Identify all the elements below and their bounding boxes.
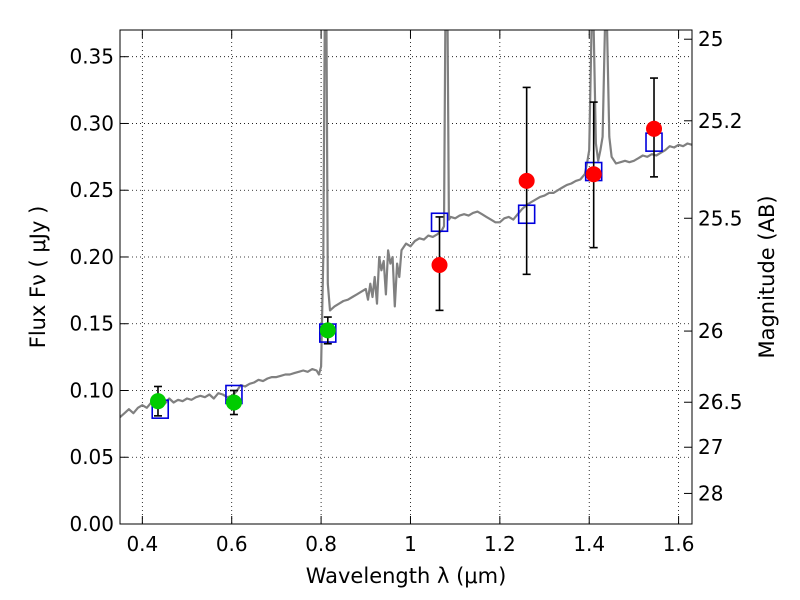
right-tick-label: 25 xyxy=(698,27,723,51)
x-tick-label: 1.2 xyxy=(484,532,516,556)
y-axis-label: Flux Fν ( μJy ) xyxy=(26,206,50,349)
ticks: 0.4 0.6 0.8 1 1.2 1.4 1.6 0.00 0.05 0.10 0.15 0.20 0… xyxy=(69,27,742,556)
plot-frame xyxy=(119,29,693,525)
y-tick-label: 0.25 xyxy=(69,178,114,202)
right-tick-label: 26 xyxy=(698,319,723,343)
right-tick-label: 25.2 xyxy=(698,109,743,133)
x-tick-label: 1 xyxy=(404,532,417,556)
right-tick-label: 27 xyxy=(698,435,723,459)
x-tick-label: 1.6 xyxy=(663,532,695,556)
y-tick-label: 0.30 xyxy=(69,111,114,135)
data-layer xyxy=(120,30,692,419)
observed-point xyxy=(518,172,535,189)
y-tick-label: 0.10 xyxy=(69,378,114,402)
grid-lines xyxy=(120,30,692,524)
observed-point xyxy=(149,393,166,410)
observed-point xyxy=(225,394,242,411)
x-tick-label: 0.6 xyxy=(216,532,248,556)
x-axis-label: Wavelength λ (μm) xyxy=(306,564,507,588)
y-tick-label: 0.00 xyxy=(69,512,114,536)
x-tick-label: 0.4 xyxy=(126,532,158,556)
observed-point xyxy=(646,120,663,137)
observed-point xyxy=(585,166,602,183)
right-tick-label: 26.5 xyxy=(698,390,743,414)
model-spectrum-line xyxy=(120,30,692,419)
right-tick-label: 28 xyxy=(698,481,723,505)
observed-point xyxy=(319,322,336,339)
y-tick-label: 0.05 xyxy=(69,445,114,469)
x-tick-label: 0.8 xyxy=(305,532,337,556)
y-tick-label: 0.35 xyxy=(69,45,114,69)
observed-point xyxy=(431,256,448,273)
right-tick-label: 25.5 xyxy=(698,206,743,230)
x-tick-label: 1.4 xyxy=(573,532,605,556)
y-axis-right-label: Magnitude (AB) xyxy=(755,195,779,358)
y-tick-label: 0.15 xyxy=(69,312,114,336)
y-tick-label: 0.20 xyxy=(69,245,114,269)
